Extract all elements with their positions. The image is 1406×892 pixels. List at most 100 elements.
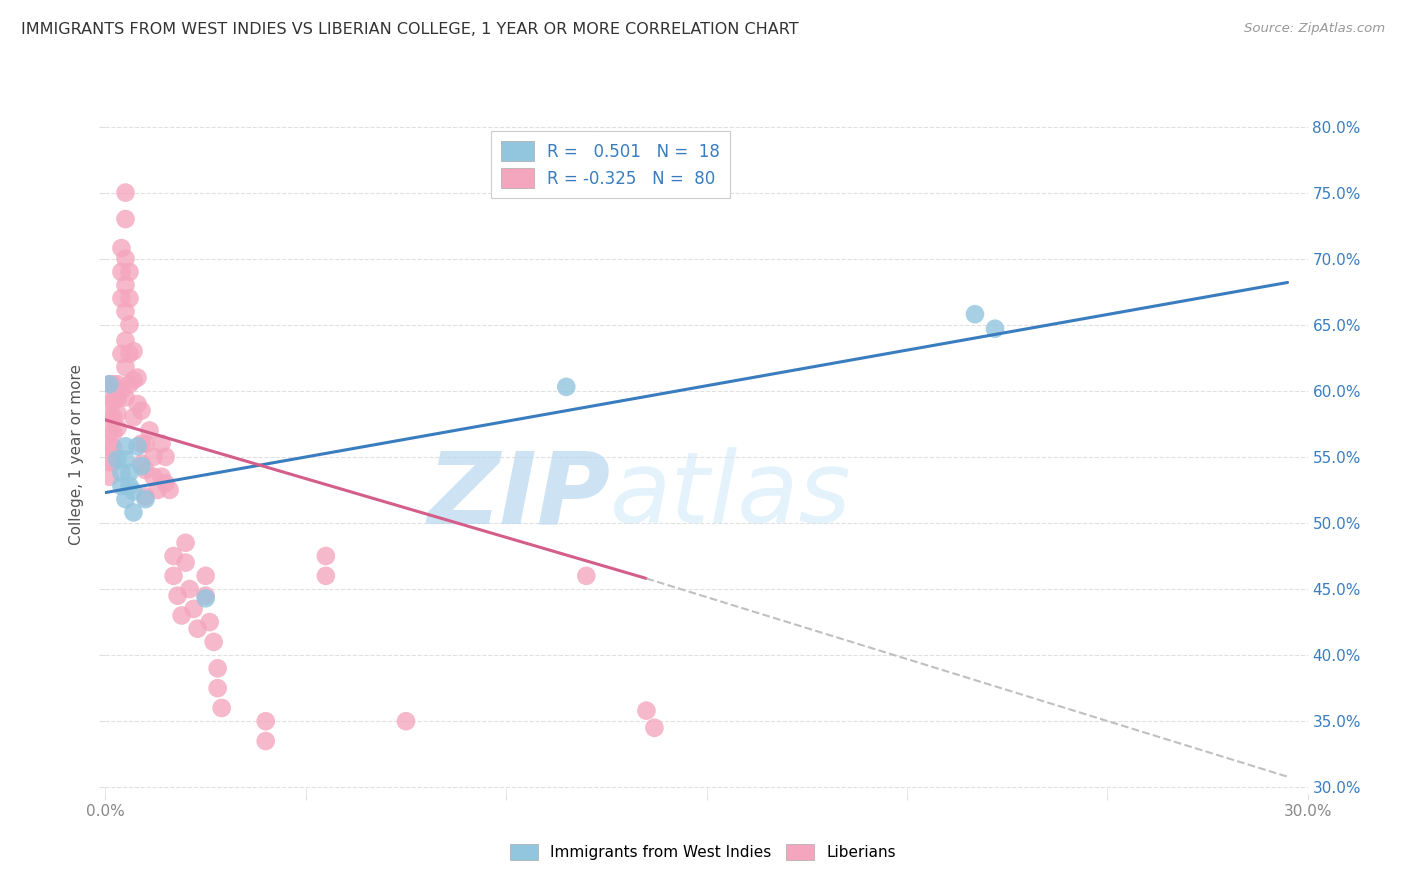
Point bbox=[122, 505, 145, 519]
Point bbox=[131, 436, 153, 450]
Point bbox=[122, 344, 145, 359]
Text: ZIP: ZIP bbox=[427, 447, 610, 544]
Text: Source: ZipAtlas.com: Source: ZipAtlas.com bbox=[1244, 22, 1385, 36]
Point bbox=[174, 556, 197, 570]
Point bbox=[110, 466, 132, 480]
Point bbox=[114, 359, 136, 374]
Point bbox=[146, 483, 169, 497]
Point bbox=[98, 426, 121, 441]
Point bbox=[103, 455, 125, 469]
Point bbox=[135, 463, 157, 477]
Point bbox=[187, 622, 209, 636]
Point bbox=[110, 241, 132, 255]
Point bbox=[655, 844, 678, 858]
Point bbox=[118, 479, 141, 493]
Point bbox=[150, 469, 173, 483]
Point bbox=[207, 681, 229, 695]
Point bbox=[122, 410, 145, 425]
Point bbox=[107, 452, 129, 467]
Point bbox=[127, 439, 149, 453]
Point bbox=[963, 307, 986, 321]
Point bbox=[98, 410, 121, 425]
Point bbox=[107, 406, 129, 420]
Point bbox=[114, 452, 136, 467]
Point bbox=[159, 483, 181, 497]
Point bbox=[114, 439, 136, 453]
Point bbox=[114, 186, 136, 200]
Point bbox=[122, 484, 145, 499]
Point bbox=[131, 457, 153, 471]
Point bbox=[135, 436, 157, 450]
Point bbox=[207, 661, 229, 675]
Point bbox=[103, 377, 125, 392]
Point bbox=[114, 334, 136, 348]
Y-axis label: College, 1 year or more: College, 1 year or more bbox=[69, 365, 84, 545]
Point bbox=[118, 291, 141, 305]
Point bbox=[107, 392, 129, 406]
Text: atlas: atlas bbox=[610, 447, 852, 544]
Point bbox=[254, 714, 277, 729]
Point bbox=[118, 318, 141, 332]
Point bbox=[118, 466, 141, 480]
Point bbox=[110, 265, 132, 279]
Point bbox=[103, 410, 125, 425]
Point bbox=[575, 569, 598, 583]
Point bbox=[114, 212, 136, 227]
Point bbox=[155, 450, 177, 464]
Point bbox=[202, 635, 225, 649]
Point bbox=[254, 734, 277, 748]
Point bbox=[162, 549, 184, 563]
Point bbox=[211, 701, 233, 715]
Point bbox=[194, 591, 217, 606]
Point bbox=[110, 384, 132, 398]
Point bbox=[198, 615, 221, 629]
Point bbox=[183, 602, 205, 616]
Point bbox=[127, 397, 149, 411]
Point bbox=[395, 714, 418, 729]
Point bbox=[142, 469, 165, 483]
Legend: Immigrants from West Indies, Liberians: Immigrants from West Indies, Liberians bbox=[505, 838, 901, 866]
Point bbox=[110, 479, 132, 493]
Point bbox=[315, 549, 337, 563]
Point bbox=[98, 394, 121, 409]
Point bbox=[194, 569, 217, 583]
Point bbox=[636, 704, 658, 718]
Point bbox=[155, 476, 177, 491]
Point bbox=[114, 304, 136, 318]
Point bbox=[118, 265, 141, 279]
Point bbox=[150, 436, 173, 450]
Point bbox=[643, 721, 665, 735]
Point bbox=[555, 380, 578, 394]
Point bbox=[118, 377, 141, 392]
Point bbox=[98, 377, 121, 392]
Point bbox=[138, 424, 160, 438]
Legend: R =   0.501   N =  18, R = -0.325   N =  80: R = 0.501 N = 18, R = -0.325 N = 80 bbox=[491, 131, 730, 198]
Point bbox=[131, 403, 153, 417]
Text: IMMIGRANTS FROM WEST INDIES VS LIBERIAN COLLEGE, 1 YEAR OR MORE CORRELATION CHAR: IMMIGRANTS FROM WEST INDIES VS LIBERIAN … bbox=[21, 22, 799, 37]
Point bbox=[103, 441, 125, 455]
Point bbox=[98, 441, 121, 455]
Point bbox=[110, 291, 132, 305]
Point bbox=[114, 391, 136, 405]
Point bbox=[103, 426, 125, 441]
Point bbox=[166, 589, 188, 603]
Point bbox=[135, 492, 157, 507]
Point bbox=[107, 421, 129, 435]
Point bbox=[162, 569, 184, 583]
Point bbox=[135, 490, 157, 504]
Point bbox=[98, 455, 121, 469]
Point bbox=[103, 394, 125, 409]
Point bbox=[110, 347, 132, 361]
Point bbox=[98, 377, 121, 392]
Point bbox=[114, 492, 136, 507]
Point bbox=[127, 370, 149, 384]
Point bbox=[118, 347, 141, 361]
Point bbox=[107, 377, 129, 392]
Point bbox=[174, 536, 197, 550]
Point bbox=[984, 322, 1007, 336]
Point bbox=[315, 569, 337, 583]
Point bbox=[194, 589, 217, 603]
Point bbox=[131, 459, 153, 474]
Point bbox=[114, 252, 136, 266]
Point bbox=[114, 278, 136, 293]
